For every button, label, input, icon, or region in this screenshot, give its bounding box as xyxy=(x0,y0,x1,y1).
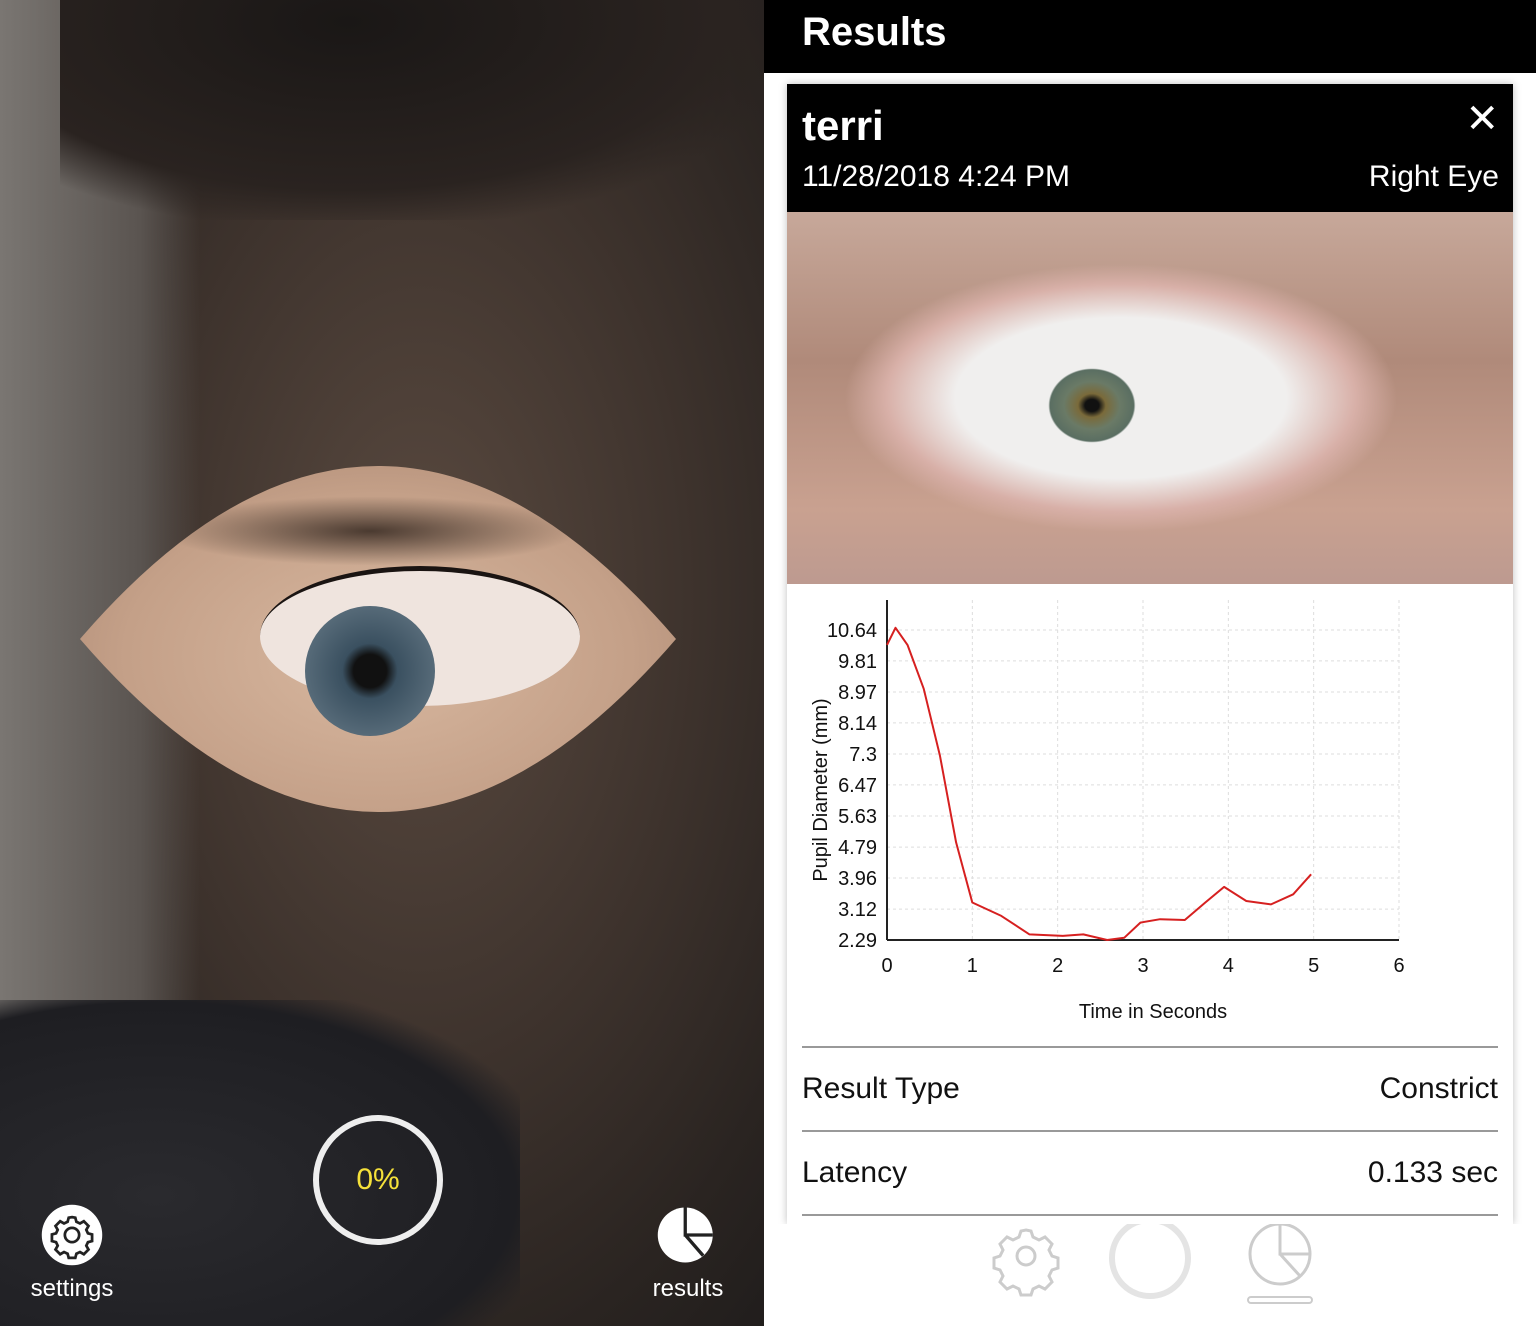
result-type-row: Result Type Constrict xyxy=(802,1046,1498,1130)
close-icon[interactable]: ✕ xyxy=(1465,96,1499,142)
eye-side: Right Eye xyxy=(1369,160,1499,194)
y-tick-label: 3.12 xyxy=(838,899,877,921)
tab-bar-icons xyxy=(764,1224,1536,1326)
x-axis-label: Time in Seconds xyxy=(1079,1001,1227,1023)
hair xyxy=(60,0,764,220)
x-tick-label: 3 xyxy=(1137,955,1148,977)
eyebrow xyxy=(160,496,580,566)
x-tick-label: 4 xyxy=(1223,955,1234,977)
y-tick-label: 9.81 xyxy=(838,651,877,673)
settings-button[interactable]: settings xyxy=(22,1202,122,1303)
row-label: Latency xyxy=(802,1156,907,1190)
y-tick-label: 5.63 xyxy=(838,806,877,828)
y-tick-label: 10.64 xyxy=(827,620,877,642)
pupil-chart-svg: 2.29 3.12 3.96 4.79 5.63 6.47 7.3 8.14 8.97 9.81 1… xyxy=(787,584,1513,1044)
patient-name: terri xyxy=(802,102,884,150)
y-tick-label: 8.14 xyxy=(838,713,877,735)
gear-icon[interactable] xyxy=(994,1230,1058,1295)
y-axis-label: Pupil Diameter (mm) xyxy=(810,698,832,881)
x-tick-label: 2 xyxy=(1052,955,1063,977)
result-card: terri 11/28/2018 4:24 PM Right Eye ✕ 2.2… xyxy=(787,84,1513,1224)
record-circle-icon[interactable] xyxy=(1112,1224,1188,1296)
x-tick-label: 6 xyxy=(1393,955,1404,977)
settings-label: settings xyxy=(22,1275,122,1303)
results-label: results xyxy=(638,1275,738,1303)
x-tick-label: 1 xyxy=(967,955,978,977)
pupil-chart: 2.29 3.12 3.96 4.79 5.63 6.47 7.3 8.14 8.97 9.81 1… xyxy=(787,584,1513,1044)
page-title: Results xyxy=(764,0,1536,73)
y-tick-label: 4.79 xyxy=(838,837,877,859)
x-tick-label: 0 xyxy=(881,955,892,977)
pie-chart-icon xyxy=(655,1202,721,1268)
test-date: 11/28/2018 4:24 PM xyxy=(802,160,1070,194)
row-divider xyxy=(802,1214,1498,1224)
latency-row: Latency 0.133 sec xyxy=(802,1130,1498,1214)
y-tick-label: 2.29 xyxy=(838,930,877,952)
x-tick-label: 5 xyxy=(1308,955,1319,977)
row-value: 0.133 sec xyxy=(1368,1156,1498,1190)
iris xyxy=(305,606,435,736)
capture-progress-button[interactable]: 0% xyxy=(313,1115,443,1245)
y-tick-label: 7.3 xyxy=(849,744,877,766)
y-tick-label: 8.97 xyxy=(838,682,877,704)
y-tick-label: 3.96 xyxy=(838,868,877,890)
row-label: Result Type xyxy=(802,1072,960,1106)
y-tick-label: 6.47 xyxy=(838,775,877,797)
results-screen: Results terri 11/28/2018 4:24 PM Right E… xyxy=(764,0,1536,1326)
pie-chart-icon[interactable] xyxy=(1250,1224,1310,1284)
row-value: Constrict xyxy=(1380,1072,1498,1106)
camera-view: 0% settings results xyxy=(0,0,764,1326)
eye-photo xyxy=(787,212,1513,584)
gear-icon xyxy=(39,1202,105,1268)
results-button[interactable]: results xyxy=(638,1202,738,1303)
tab-bar xyxy=(764,1224,1536,1326)
progress-label: 0% xyxy=(356,1163,399,1197)
pupil-diameter-line xyxy=(887,628,1311,940)
active-tab-indicator xyxy=(1248,1297,1312,1303)
card-header: terri 11/28/2018 4:24 PM Right Eye ✕ xyxy=(787,84,1513,212)
